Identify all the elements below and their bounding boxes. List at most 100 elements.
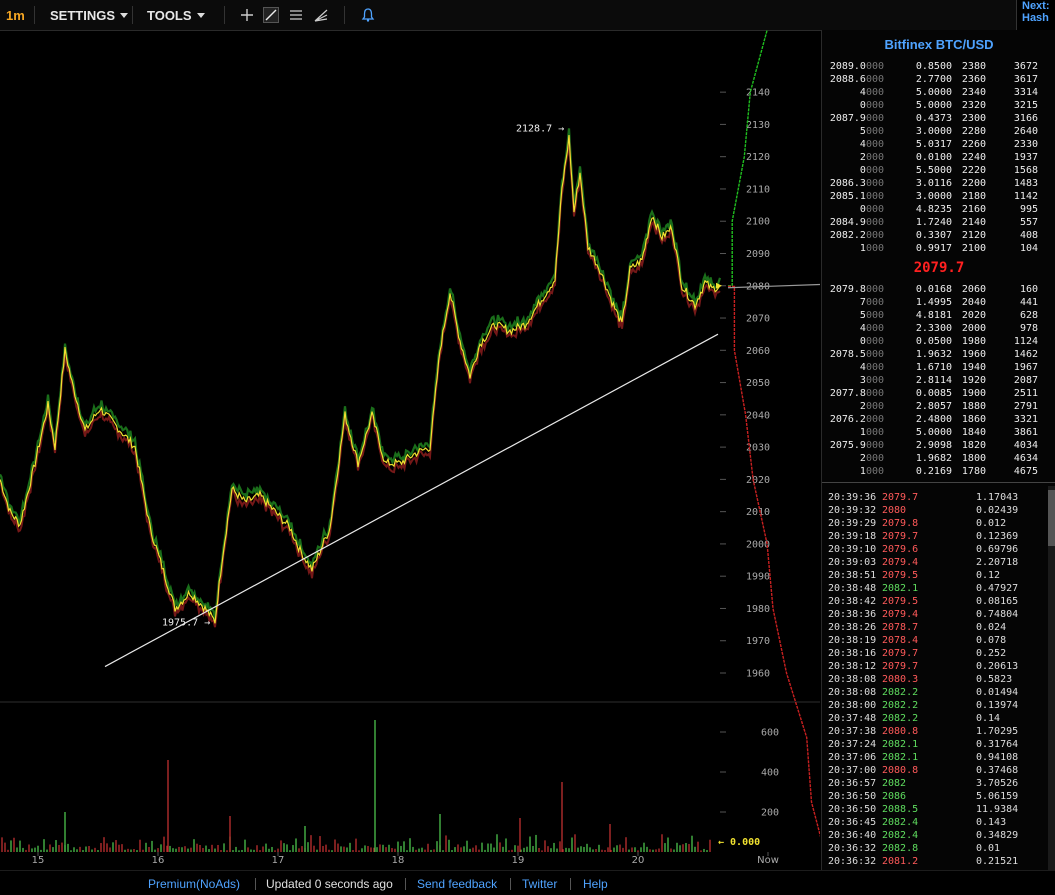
plus-icon[interactable] bbox=[239, 7, 255, 23]
bid-row[interactable]: 1000 5.0000 1840 3861 bbox=[828, 426, 1038, 439]
trade-amount: 0.12369 bbox=[976, 531, 1019, 542]
trade-amount: 0.12 bbox=[976, 570, 1001, 581]
trades-scrollbar-thumb[interactable] bbox=[1048, 490, 1055, 546]
ask-row[interactable]: 0000 5.5000 2220 1568 bbox=[828, 164, 1038, 177]
twitter-link[interactable]: Twitter bbox=[522, 877, 558, 891]
ask-row[interactable]: 4000 5.0000 2340 3314 bbox=[828, 86, 1038, 99]
ask-row[interactable]: 2087.9000 0.4373 2300 3166 bbox=[828, 112, 1038, 125]
trade-amount: 0.21521 bbox=[976, 856, 1019, 867]
trade-row: 20:39:32 2080 0.02439 bbox=[828, 504, 1048, 517]
trade-amount: 0.02439 bbox=[976, 505, 1019, 516]
trade-time: 20:39:36 bbox=[828, 492, 877, 503]
amount-cell: 0.0085 bbox=[915, 388, 952, 399]
toolbar-divider bbox=[34, 6, 35, 24]
trendline-icon[interactable] bbox=[263, 7, 279, 23]
interval-selector[interactable]: 1m bbox=[6, 8, 25, 23]
amount-cell: 2.4800 bbox=[915, 414, 952, 425]
trade-amount: 0.37468 bbox=[976, 765, 1019, 776]
amount-cell: 0.4373 bbox=[915, 113, 952, 124]
lines-icon[interactable] bbox=[288, 7, 304, 23]
bid-row[interactable]: 2076.2000 2.4800 1860 3321 bbox=[828, 413, 1038, 426]
price-tick-label: 1970 bbox=[746, 636, 770, 647]
ask-row[interactable]: 2084.9000 1.7240 2140 557 bbox=[828, 216, 1038, 229]
bid-row[interactable]: 7000 1.4995 2040 441 bbox=[828, 296, 1038, 309]
trade-amount: 0.143 bbox=[976, 817, 1007, 828]
price-chart[interactable]: 1960 1970 1980 1990 2000 2010 2020 2030 2040 2050… bbox=[0, 30, 820, 870]
bid-row[interactable]: 4000 1.6710 1940 1967 bbox=[828, 361, 1038, 374]
trade-price: 2078.7 bbox=[882, 622, 919, 633]
bid-row[interactable]: 2079.8000 0.0168 2060 160 bbox=[828, 283, 1038, 296]
ask-row[interactable]: 5000 3.0000 2280 2640 bbox=[828, 125, 1038, 138]
premium-link[interactable]: Premium(NoAds) bbox=[148, 877, 241, 891]
tools-menu[interactable]: TOOLS bbox=[147, 0, 205, 30]
cumulative-cell: 104 bbox=[1019, 243, 1038, 254]
price-tick-label: 1960 bbox=[746, 669, 770, 680]
price-cell: 2000 bbox=[859, 453, 884, 464]
cumulative-cell: 1462 bbox=[1013, 349, 1038, 360]
ask-row[interactable]: 0000 5.0000 2320 3215 bbox=[828, 99, 1038, 112]
bid-row[interactable]: 2078.5000 1.9632 1960 1462 bbox=[828, 348, 1038, 361]
trade-row: 20:39:18 2079.7 0.12369 bbox=[828, 530, 1048, 543]
trade-time: 20:37:00 bbox=[828, 765, 877, 776]
ask-row[interactable]: 2089.0000 0.8500 2380 3672 bbox=[828, 60, 1038, 73]
cumulative-cell: 1967 bbox=[1013, 362, 1038, 373]
price-tick-label: 2010 bbox=[746, 507, 770, 518]
trade-price: 2081.2 bbox=[882, 856, 919, 867]
amount-cell: 0.3307 bbox=[915, 230, 952, 241]
trade-row: 20:38:08 2080.3 0.5823 bbox=[828, 673, 1048, 686]
cumulative-cell: 978 bbox=[1019, 323, 1038, 334]
trade-time: 20:39:29 bbox=[828, 518, 877, 529]
amount-cell: 1.6710 bbox=[915, 362, 952, 373]
cumulative-cell: 1937 bbox=[1013, 152, 1038, 163]
bid-row[interactable]: 2000 2.8057 1880 2791 bbox=[828, 400, 1038, 413]
send-feedback-link[interactable]: Send feedback bbox=[417, 877, 498, 891]
ask-row[interactable]: 2088.6000 2.7700 2360 3617 bbox=[828, 73, 1038, 86]
price-level-cell: 1780 bbox=[961, 466, 986, 477]
bid-row[interactable]: 5000 4.8181 2020 628 bbox=[828, 309, 1038, 322]
ask-row[interactable]: 2000 0.0100 2240 1937 bbox=[828, 151, 1038, 164]
trade-price: 2086 bbox=[882, 791, 907, 802]
fib-icon[interactable] bbox=[313, 7, 329, 23]
bid-row[interactable]: 3000 2.8114 1920 2087 bbox=[828, 374, 1038, 387]
trade-price: 2079.4 bbox=[882, 557, 919, 568]
trade-time: 20:39:10 bbox=[828, 544, 877, 555]
help-link[interactable]: Help bbox=[583, 877, 608, 891]
ask-row[interactable]: 0000 4.8235 2160 995 bbox=[828, 203, 1038, 216]
bid-row[interactable]: 2077.8000 0.0085 1900 2511 bbox=[828, 387, 1038, 400]
next-panel[interactable]: Next: Hash bbox=[1016, 0, 1055, 30]
time-tick-label: 16 bbox=[152, 855, 165, 866]
trade-amount: 0.34829 bbox=[976, 830, 1019, 841]
market-title[interactable]: Bitfinex BTC/USD bbox=[884, 37, 994, 52]
trade-amount: 0.47927 bbox=[976, 583, 1019, 594]
bid-row[interactable]: 4000 2.3300 2000 978 bbox=[828, 322, 1038, 335]
trade-price: 2079.5 bbox=[882, 596, 919, 607]
settings-menu[interactable]: SETTINGS bbox=[50, 0, 129, 30]
ask-row[interactable]: 2082.2000 0.3307 2120 408 bbox=[828, 229, 1038, 242]
ask-row[interactable]: 2085.1000 3.0000 2180 1142 bbox=[828, 190, 1038, 203]
price-cell: 3000 bbox=[859, 375, 884, 386]
trade-time: 20:37:06 bbox=[828, 752, 877, 763]
time-tick-label: 17 bbox=[272, 855, 285, 866]
ask-row[interactable]: 2086.3000 3.0116 2200 1483 bbox=[828, 177, 1038, 190]
price-level-cell: 2360 bbox=[961, 74, 986, 85]
bid-row[interactable]: 2075.9000 2.9098 1820 4034 bbox=[828, 439, 1038, 452]
trade-row: 20:36:32 2082.8 0.01 bbox=[828, 842, 1048, 855]
amount-cell: 2.8057 bbox=[915, 401, 952, 412]
bid-row[interactable]: 0000 0.0500 1980 1124 bbox=[828, 335, 1038, 348]
bid-row[interactable]: 2000 1.9682 1800 4634 bbox=[828, 452, 1038, 465]
trade-price: 2082.1 bbox=[882, 752, 919, 763]
trades-scrollbar-track[interactable] bbox=[1048, 486, 1055, 870]
trade-amount: 0.13974 bbox=[976, 700, 1019, 711]
price-level-cell: 2320 bbox=[961, 100, 986, 111]
next-hash-label: Hash bbox=[1022, 12, 1049, 24]
trade-row: 20:36:45 2082.4 0.143 bbox=[828, 816, 1048, 829]
chart-canvas[interactable]: 1960 1970 1980 1990 2000 2010 2020 2030 2040 2050… bbox=[0, 30, 820, 870]
ask-row[interactable]: 4000 5.0317 2260 2330 bbox=[828, 138, 1038, 151]
bid-row[interactable]: 1000 0.2169 1780 4675 bbox=[828, 465, 1038, 478]
trade-amount: 3.70526 bbox=[976, 778, 1019, 789]
ask-row[interactable]: 1000 0.9917 2100 104 bbox=[828, 242, 1038, 255]
trade-amount: 11.9384 bbox=[976, 804, 1019, 815]
trade-time: 20:37:24 bbox=[828, 739, 877, 750]
bell-icon[interactable] bbox=[360, 7, 376, 23]
trade-amount: 5.06159 bbox=[976, 791, 1019, 802]
